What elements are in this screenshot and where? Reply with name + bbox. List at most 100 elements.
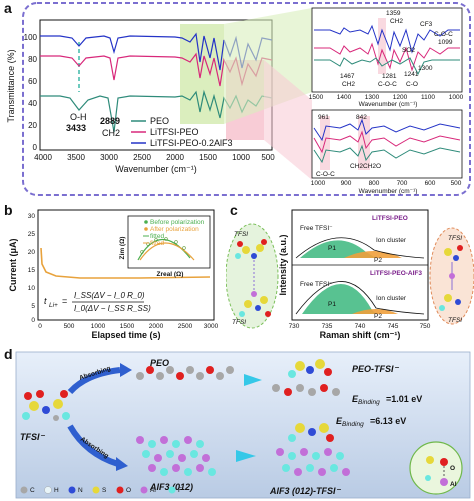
svg-text:SO2: SO2 [402,47,415,54]
svg-text:740: 740 [355,323,366,330]
pb-ylabel: Current (μA) [8,238,18,291]
pink-connector [264,60,312,180]
svg-text:500: 500 [64,323,75,330]
svg-text:0: 0 [31,317,35,324]
pd-arrow-down [67,424,119,467]
svg-text:800: 800 [369,180,380,187]
legend-alf3: LiTFSI-PEO-0.2AlF3 [150,138,233,148]
pd-zoom-circle [409,441,463,495]
svg-text:1467: 1467 [340,73,355,80]
panel-d-letter: d [4,346,13,362]
pc-bottom-fit [295,281,425,315]
svg-text:=6.13 eV: =6.13 eV [370,416,406,426]
svg-text:C-O: C-O [406,81,418,88]
pc-top-title: LiTFSI-PEO [372,215,408,222]
panel-d: d TFSI⁻ Absorbing Absorbing PEO [0,344,474,501]
pc-bottom-p2-label: P2 [374,313,382,320]
annot-2889: 2889 [100,116,120,126]
inset1-teal [314,57,460,76]
svg-text:4000: 4000 [34,153,52,162]
svg-text:2500: 2500 [178,323,193,330]
svg-text:fitted: fitted [150,233,164,240]
pc-bottom-title: LiTFSI-PEO-AlF3 [370,270,422,277]
svg-text:1400: 1400 [337,94,352,101]
inset2-labels: 961 842 C-O-C CH2CH2O [316,114,381,178]
svg-text:25: 25 [28,231,36,238]
pd-tfsi-label: TFSI⁻ [20,432,45,442]
pd-zoom-o: O [450,465,455,472]
pb-formula: t Li+ = I_SS(ΔV − I_0 R_0) I_0(ΔV − I_SS… [44,291,151,313]
svg-text:1099: 1099 [438,39,453,46]
svg-text:15: 15 [28,267,36,274]
pc-bottom-p1 [302,283,376,314]
svg-text:500: 500 [261,153,275,162]
main-xlabel: Wavenumber (cm⁻¹) [115,164,196,174]
pb-inset-semicircle-2 [139,242,195,261]
pd-peo-tfsi-label: PEO-TFSI⁻ [352,364,400,374]
pc-ylabel: Intensity (a.u.) [278,234,288,295]
svg-text:10: 10 [28,285,36,292]
svg-text:20: 20 [28,249,36,256]
svg-text:H: H [54,487,59,494]
legend-litfsi-peo: LiTFSI-PEO [150,127,199,137]
pb-xlabel: Elapsed time (s) [91,330,160,340]
svg-text:900: 900 [341,180,352,187]
inset2-blue [313,118,461,142]
pc-xticks: 730 735 740 745 750 [289,323,431,330]
inset1-xlabel: Wavenumber (cm⁻¹) [359,101,418,108]
svg-text:0: 0 [33,143,38,152]
annot-ch2: CH2 [102,128,120,138]
pd-alf3-slab [136,436,216,476]
inset1-xticks: 1500 1400 1300 1200 1100 1000 [309,94,464,101]
svg-text:Binding: Binding [342,421,364,428]
svg-text:0: 0 [38,323,42,330]
inset2-xticks: 1000 900 800 700 600 500 [311,180,462,187]
svg-text:I_0(ΔV − I_SS R_SS): I_0(ΔV − I_SS R_SS) [74,304,151,313]
svg-text:CH2: CH2 [390,18,403,25]
pc-left-molecule [235,239,271,317]
inset2-plot [311,109,463,179]
pb-inset [127,215,211,269]
pd-alf3-tfsi-complex [276,423,350,476]
svg-text:1500: 1500 [120,323,135,330]
svg-text:C-O-C: C-O-C [434,31,453,38]
legend-peo: PEO [150,116,169,126]
svg-text:=1.01 eV: =1.01 eV [386,394,422,404]
svg-text:1100: 1100 [421,94,435,101]
panel-a-svg: 100 80 60 40 20 0 4000 3500 3000 2500 20… [6,2,471,196]
panel-c-svg: TFSI TFSI TFSI TFSI LiTFSI-PEO Free TFSI… [226,209,474,340]
pb-inset-xlabel: Zreal (Ω) [157,271,184,278]
svg-text:C-O-C: C-O-C [316,171,335,178]
svg-text:O: O [126,487,131,494]
svg-text:2000: 2000 [166,153,184,162]
pc-mol-label-1: TFSI [234,231,248,238]
pc-mol-label-4: TFSI [448,317,462,324]
svg-text:After polarization: After polarization [150,226,199,233]
svg-text:E: E [336,416,343,426]
pb-current-curve [40,247,211,279]
pc-top-fit [295,237,425,259]
svg-text:1000: 1000 [91,323,106,330]
panel-a-letter: a [4,0,12,16]
pb-yticks: 30 25 20 15 10 5 0 [28,213,36,324]
pd-peo-label: PEO [150,358,169,368]
svg-text:1500: 1500 [309,94,324,101]
svg-text:500: 500 [451,180,462,187]
svg-text:1200: 1200 [393,94,408,101]
pb-inset-legend: Before polarization After polarization f… [143,219,205,247]
pc-xlabel: Raman shift (cm⁻¹) [320,330,401,340]
svg-text:961: 961 [318,114,329,121]
panel-b-letter: b [4,202,13,218]
panel-b-svg: Before polarization After polarization f… [8,209,219,340]
svg-text:F: F [178,487,182,494]
pd-tfsi-molecule [22,390,70,421]
svg-text:E: E [352,394,359,404]
svg-text:1000: 1000 [311,180,326,187]
pd-arrow-1 [244,374,262,386]
svg-text:735: 735 [322,323,333,330]
svg-text:t: t [44,296,47,306]
svg-text:I_SS(ΔV − I_0 R_0): I_SS(ΔV − I_0 R_0) [74,291,145,300]
svg-text:CH2: CH2 [342,81,355,88]
pd-peo-tfsi-complex [272,359,340,396]
svg-text:CF3: CF3 [420,21,433,28]
